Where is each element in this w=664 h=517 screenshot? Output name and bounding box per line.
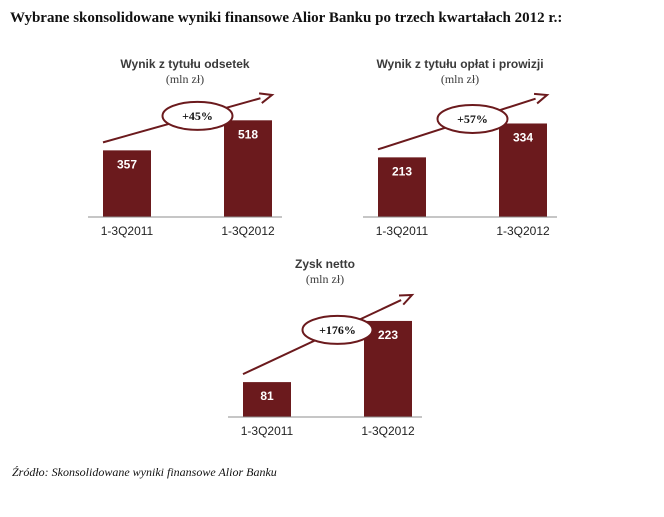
bar-1-3Q2012 [224,120,272,217]
growth-label: +57% [457,112,488,126]
data-label: 357 [117,157,137,171]
chart-subtitle: (mln zł) [166,72,204,86]
growth-ellipse [436,103,509,134]
growth-arrow-head [533,92,550,105]
x-tick-label: 1-3Q2012 [221,224,275,238]
growth-label: +176% [319,323,356,337]
chart-net-profit: Zysk netto (mln zł) 81 1-3Q2011 223 1-3Q201… [228,257,422,438]
chart-title: Wynik z tytułu opłat i prowizji [376,57,543,71]
chart-title: Wynik z tytułu odsetek [120,57,249,71]
bar-1-3Q2011 [243,382,291,417]
data-label: 213 [392,164,412,178]
x-tick-label: 1-3Q2012 [361,424,415,438]
bar-1-3Q2011 [103,150,151,217]
chart-title: Zysk netto [295,257,355,271]
growth-arrow-head [398,293,415,306]
data-label: 223 [378,328,398,342]
x-tick-label: 1-3Q2012 [496,224,550,238]
chart-net-interest-income: Wynik z tytułu odsetek (mln zł) 357 1-3Q2… [88,57,282,238]
growth-ellipse [301,314,374,345]
growth-arrow-head [258,92,275,104]
chart-fee-commission-income: Wynik z tytułu opłat i prowizji (mln zł)… [363,57,557,238]
chart-subtitle: (mln zł) [441,72,479,86]
x-tick-label: 1-3Q2011 [101,224,154,238]
source-note: Źródło: Skonsolidowane wyniki finansowe … [12,465,277,479]
growth-ellipse [161,100,234,131]
bar-1-3Q2012 [499,123,547,217]
bar-1-3Q2012 [364,320,412,417]
data-label: 518 [238,127,258,141]
bar-1-3Q2011 [378,157,426,217]
x-tick-label: 1-3Q2011 [241,424,294,438]
data-label: 334 [513,130,533,144]
data-label: 81 [260,389,274,403]
growth-label: +45% [182,109,213,123]
x-tick-label: 1-3Q2011 [376,224,429,238]
page-title: Wybrane skonsolidowane wyniki finansowe … [10,10,563,26]
chart-subtitle: (mln zł) [306,272,344,286]
